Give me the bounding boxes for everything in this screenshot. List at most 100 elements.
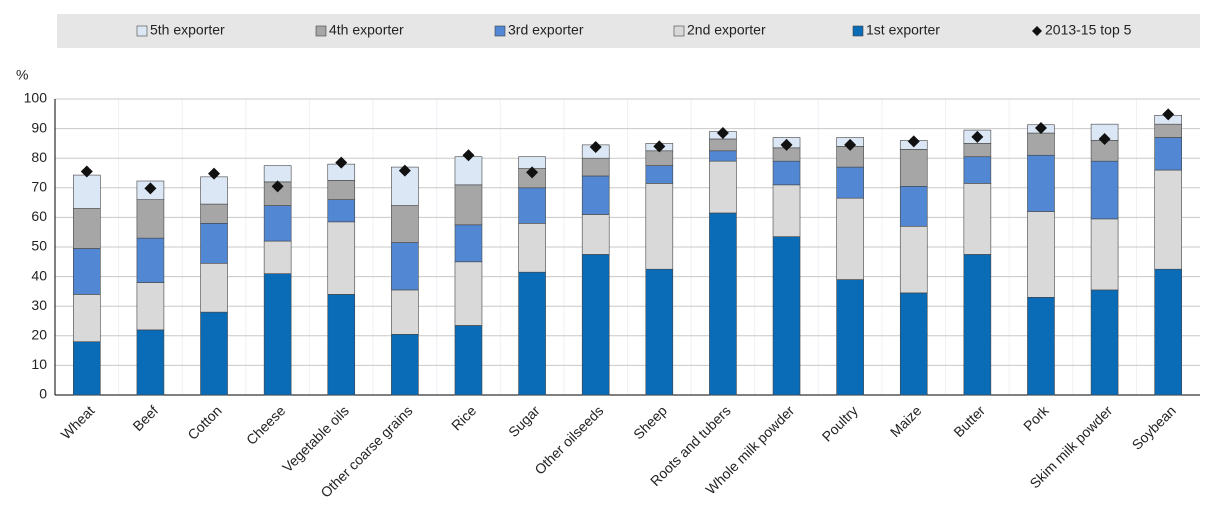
legend-label: 5th exporter <box>150 22 225 38</box>
bar-segment <box>772 184 801 237</box>
marker <box>208 167 221 180</box>
bar-segment <box>1090 160 1119 220</box>
marker <box>271 180 284 193</box>
marker <box>1162 108 1175 121</box>
bar-segment <box>454 261 483 326</box>
bar-segment <box>963 143 992 158</box>
bar-segment <box>73 294 101 343</box>
bar-segment <box>899 149 928 187</box>
bar-segment <box>645 150 674 166</box>
x-tick-label: Beef <box>129 402 161 434</box>
bar-segment <box>73 341 101 396</box>
bar-segment <box>836 166 864 199</box>
bar-segment <box>1154 268 1182 396</box>
x-tick-label: Sheep <box>630 402 670 442</box>
x-tick-label: Maize <box>887 402 925 440</box>
bar-segment <box>1154 137 1182 171</box>
bar-segment <box>772 160 801 186</box>
marker <box>144 182 157 195</box>
marker <box>1098 132 1111 145</box>
bar-segment <box>391 334 419 396</box>
legend-swatch <box>852 25 864 37</box>
bar-segment <box>645 183 674 270</box>
bar-segment <box>327 199 356 223</box>
marker <box>589 140 602 153</box>
bar-segment <box>581 175 610 215</box>
marker <box>907 135 920 148</box>
legend-label: 2nd exporter <box>687 22 766 38</box>
x-tick-label: Wheat <box>58 402 98 442</box>
y-tick-label: 30 <box>31 297 47 313</box>
y-tick-label: 90 <box>31 119 47 135</box>
bar-segment <box>709 212 737 396</box>
bar-segment <box>963 183 992 255</box>
x-tick-label: Cheese <box>243 402 289 448</box>
bar-segment <box>518 223 546 273</box>
bar-segment <box>136 329 165 396</box>
bar-segment <box>200 262 228 313</box>
marker <box>971 130 984 143</box>
marker <box>335 156 348 169</box>
bar-segment <box>1090 289 1119 396</box>
bar-segment <box>899 225 928 294</box>
bar-segment <box>518 187 546 224</box>
x-tick-label: Sugar <box>505 402 543 440</box>
y-tick-label: 20 <box>31 327 47 343</box>
bar-segment <box>645 165 674 184</box>
bar-segment <box>200 176 228 205</box>
y-tick-label: 70 <box>31 179 47 195</box>
bar-segment <box>263 205 292 242</box>
bar-segment <box>963 156 992 184</box>
bar-segment <box>454 325 483 396</box>
bar-segment <box>391 289 419 335</box>
bar-segment <box>1154 169 1182 270</box>
bar-segment <box>263 273 292 396</box>
bar-segment <box>200 311 228 396</box>
marker <box>653 140 666 153</box>
y-axis-label: % <box>16 67 28 83</box>
y-tick-label: 100 <box>24 90 48 106</box>
bar-segment <box>709 160 737 214</box>
bar-segment <box>518 271 546 396</box>
bar-segment <box>454 224 483 263</box>
bar-segment <box>581 157 610 177</box>
bar-segment <box>709 138 737 152</box>
bar-segment <box>709 150 737 162</box>
y-tick-label: 80 <box>31 149 47 165</box>
bar-segment <box>581 214 610 255</box>
bar-segment <box>263 240 292 274</box>
legend-swatch <box>136 25 148 37</box>
y-tick-label: 60 <box>31 208 47 224</box>
legend-background <box>57 14 1200 48</box>
x-tick-label: Soybean <box>1129 402 1179 452</box>
bar-segment <box>200 223 228 264</box>
marker <box>462 149 475 162</box>
bar-segment <box>1027 132 1055 156</box>
bar-segment <box>200 203 228 224</box>
marker <box>780 138 793 151</box>
bar-segment <box>136 237 165 283</box>
bar-segment <box>1027 211 1055 298</box>
bar-segment <box>136 282 165 331</box>
marker <box>1034 122 1047 135</box>
bar-segment <box>836 279 864 396</box>
x-tick-label: Butter <box>950 402 988 440</box>
bar-segment <box>1027 154 1055 212</box>
bar-segment <box>263 165 292 183</box>
bar-segment <box>73 174 101 209</box>
marker <box>398 164 411 177</box>
legend-label: 4th exporter <box>329 22 404 38</box>
bar-segment <box>581 254 610 396</box>
x-tick-label: Cotton <box>184 402 224 442</box>
bar-segment <box>391 242 419 291</box>
bar-segment <box>73 248 101 295</box>
bar-segment <box>391 205 419 243</box>
bar-segment <box>963 254 992 396</box>
y-tick-label: 10 <box>31 356 47 372</box>
bar-segment <box>73 208 101 249</box>
x-tick-label: Poultry <box>819 402 861 444</box>
bar-segment <box>836 197 864 280</box>
x-tick-label: Rice <box>448 402 479 433</box>
bar-segment <box>645 268 674 396</box>
